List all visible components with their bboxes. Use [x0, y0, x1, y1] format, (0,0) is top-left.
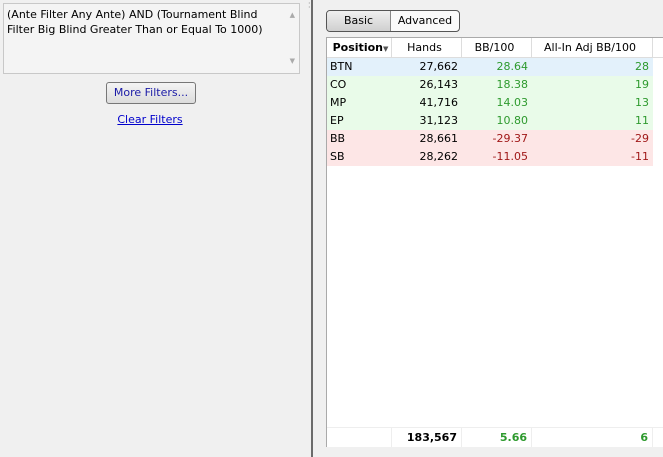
- cell-allin-adj: 11: [635, 114, 649, 127]
- table-row[interactable]: EP 31,123 10.80 11: [327, 112, 653, 130]
- cell-hands: 28,262: [419, 150, 459, 163]
- position-stats-table: Position▼ Hands BB/100 All-In Adj BB/100…: [326, 37, 663, 447]
- cell-hands: 28,661: [419, 132, 459, 145]
- more-filters-button[interactable]: More Filters...: [106, 82, 196, 104]
- cell-hands: 26,143: [419, 78, 459, 91]
- cell-allin-adj: 13: [635, 96, 649, 109]
- cell-position: CO: [330, 78, 347, 91]
- scroll-up-icon[interactable]: ▲: [289, 11, 295, 19]
- cell-bb100: -29.37: [492, 132, 528, 145]
- total-position: [327, 428, 392, 447]
- table-row[interactable]: BB 28,661 -29.37 -29: [327, 130, 653, 148]
- cell-bb100: 10.80: [496, 114, 529, 127]
- cell-position: SB: [330, 150, 345, 163]
- cell-bb100: 18.38: [496, 78, 529, 91]
- cell-bb100: 28.64: [496, 60, 529, 73]
- table-row[interactable]: MP 41,716 14.03 13: [327, 94, 653, 112]
- tab-basic[interactable]: Basic: [327, 11, 391, 31]
- cell-allin-adj: 28: [635, 60, 649, 73]
- filter-description-textarea[interactable]: (Ante Filter Any Ante) AND (Tournament B…: [3, 3, 300, 74]
- cell-position: MP: [330, 96, 347, 109]
- cell-allin-adj: -11: [631, 150, 649, 163]
- column-header-allin-adj-bb100[interactable]: All-In Adj BB/100: [532, 38, 653, 57]
- table-row[interactable]: SB 28,262 -11.05 -11: [327, 148, 653, 166]
- panel-splitter[interactable]: · ·: [306, 0, 313, 457]
- cell-hands: 31,123: [419, 114, 459, 127]
- cell-bb100: -11.05: [492, 150, 528, 163]
- clear-filters-link[interactable]: Clear Filters: [117, 113, 183, 126]
- cell-hands: 41,716: [419, 96, 459, 109]
- total-hands: 183,567: [392, 428, 462, 447]
- column-header-hands[interactable]: Hands: [392, 38, 462, 57]
- cell-position: EP: [330, 114, 344, 127]
- sort-desc-icon: ▼: [382, 45, 389, 53]
- cell-allin-adj: 19: [635, 78, 649, 91]
- cell-position: BTN: [330, 60, 353, 73]
- column-header-position[interactable]: Position▼: [327, 38, 392, 57]
- grip-icon: · ·: [308, 0, 311, 12]
- filter-panel: (Ante Filter Any Ante) AND (Tournament B…: [0, 0, 306, 457]
- total-allin-adj: 6: [532, 428, 653, 447]
- cell-bb100: 14.03: [496, 96, 529, 109]
- total-bb100: 5.66: [462, 428, 532, 447]
- filter-text: (Ante Filter Any Ante) AND (Tournament B…: [7, 8, 263, 36]
- table-row[interactable]: CO 26,143 18.38 19: [327, 76, 653, 94]
- stats-panel: Basic Advanced Position▼ Hands BB/100 Al…: [313, 0, 663, 457]
- cell-position: BB: [330, 132, 346, 145]
- table-row[interactable]: BTN 27,662 28.64 28: [327, 58, 653, 76]
- scroll-down-icon[interactable]: ▼: [289, 57, 295, 65]
- view-tabs: Basic Advanced: [326, 10, 460, 32]
- cell-allin-adj: -29: [631, 132, 649, 145]
- table-header: Position▼ Hands BB/100 All-In Adj BB/100: [327, 38, 663, 58]
- column-header-bb100[interactable]: BB/100: [462, 38, 532, 57]
- totals-row: 183,567 5.66 6: [327, 427, 663, 447]
- cell-hands: 27,662: [419, 60, 459, 73]
- tab-advanced[interactable]: Advanced: [397, 14, 453, 27]
